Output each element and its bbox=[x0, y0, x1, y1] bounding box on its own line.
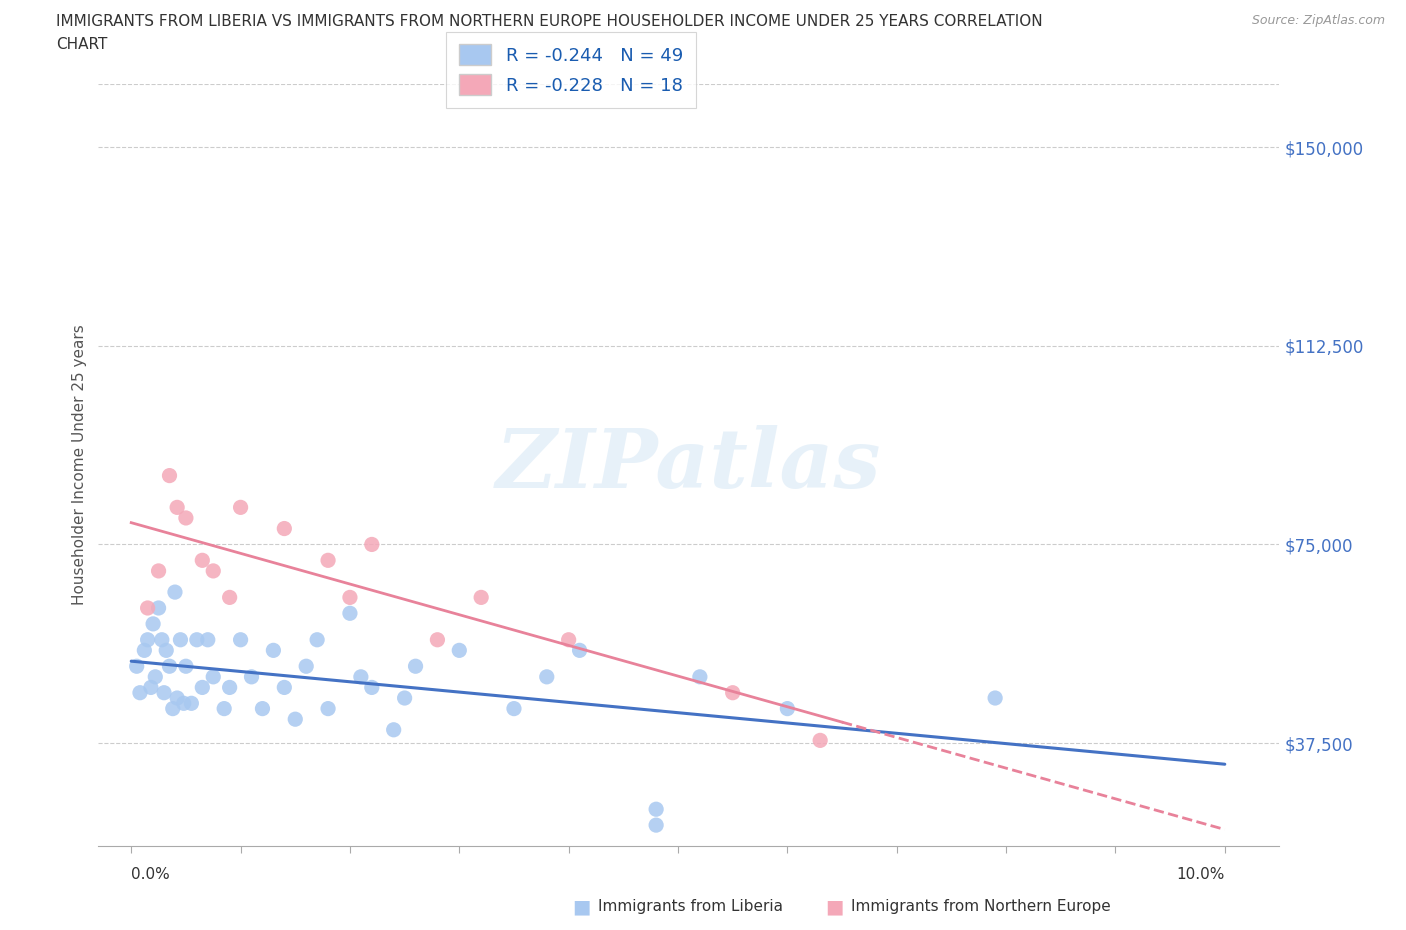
Point bbox=[360, 680, 382, 695]
Point bbox=[776, 701, 799, 716]
Point bbox=[405, 658, 427, 673]
Point bbox=[159, 658, 181, 673]
Point bbox=[449, 643, 471, 658]
Point bbox=[166, 500, 188, 515]
Point bbox=[316, 552, 339, 567]
Point bbox=[536, 670, 558, 684]
Point bbox=[191, 552, 214, 567]
Point bbox=[218, 590, 240, 604]
Point bbox=[394, 691, 416, 706]
Point bbox=[150, 632, 173, 647]
Point bbox=[721, 685, 744, 700]
Point bbox=[202, 564, 225, 578]
Point bbox=[360, 537, 382, 551]
Point bbox=[273, 521, 295, 536]
Point bbox=[568, 643, 591, 658]
Point bbox=[148, 601, 170, 616]
Point bbox=[143, 670, 166, 684]
Point bbox=[218, 680, 240, 695]
Point bbox=[252, 701, 274, 716]
Point bbox=[350, 670, 373, 684]
Text: Source: ZipAtlas.com: Source: ZipAtlas.com bbox=[1251, 14, 1385, 27]
Text: IMMIGRANTS FROM LIBERIA VS IMMIGRANTS FROM NORTHERN EUROPE HOUSEHOLDER INCOME UN: IMMIGRANTS FROM LIBERIA VS IMMIGRANTS FR… bbox=[56, 14, 1043, 29]
Point bbox=[808, 733, 831, 748]
Y-axis label: Householder Income Under 25 years: Householder Income Under 25 years bbox=[72, 325, 87, 605]
Point bbox=[426, 632, 449, 647]
Text: Immigrants from Northern Europe: Immigrants from Northern Europe bbox=[851, 899, 1111, 914]
Point bbox=[470, 590, 492, 604]
Point bbox=[240, 670, 263, 684]
Point bbox=[129, 685, 152, 700]
Point bbox=[382, 723, 405, 737]
Text: 10.0%: 10.0% bbox=[1177, 868, 1225, 883]
Point bbox=[197, 632, 219, 647]
Point bbox=[339, 590, 361, 604]
Text: CHART: CHART bbox=[56, 37, 108, 52]
Point bbox=[229, 500, 252, 515]
Point bbox=[262, 643, 284, 658]
Text: 0.0%: 0.0% bbox=[131, 868, 170, 883]
Point bbox=[173, 696, 195, 711]
Point bbox=[136, 601, 159, 616]
Point bbox=[284, 711, 307, 726]
Point bbox=[316, 701, 339, 716]
Point bbox=[273, 680, 295, 695]
Point bbox=[174, 658, 197, 673]
Point bbox=[155, 643, 177, 658]
Point bbox=[169, 632, 191, 647]
Point bbox=[166, 691, 188, 706]
Point bbox=[153, 685, 176, 700]
Point bbox=[307, 632, 329, 647]
Point bbox=[125, 658, 148, 673]
Point bbox=[148, 564, 170, 578]
Point bbox=[134, 643, 156, 658]
Point bbox=[186, 632, 208, 647]
Point bbox=[174, 511, 197, 525]
Text: ■: ■ bbox=[572, 897, 591, 916]
Point bbox=[295, 658, 318, 673]
Point bbox=[162, 701, 184, 716]
Text: ■: ■ bbox=[825, 897, 844, 916]
Legend: R = -0.244   N = 49, R = -0.228   N = 18: R = -0.244 N = 49, R = -0.228 N = 18 bbox=[446, 32, 696, 108]
Point bbox=[163, 585, 186, 600]
Point bbox=[984, 691, 1007, 706]
Point bbox=[202, 670, 225, 684]
Point bbox=[557, 632, 579, 647]
Point bbox=[180, 696, 202, 711]
Point bbox=[503, 701, 526, 716]
Point bbox=[191, 680, 214, 695]
Point bbox=[136, 632, 159, 647]
Point bbox=[689, 670, 711, 684]
Point bbox=[339, 605, 361, 620]
Point bbox=[645, 802, 668, 817]
Point bbox=[139, 680, 162, 695]
Text: Immigrants from Liberia: Immigrants from Liberia bbox=[598, 899, 783, 914]
Point bbox=[212, 701, 235, 716]
Point bbox=[645, 817, 668, 832]
Text: ZIPatlas: ZIPatlas bbox=[496, 425, 882, 505]
Point bbox=[142, 617, 165, 631]
Point bbox=[159, 468, 181, 483]
Point bbox=[229, 632, 252, 647]
